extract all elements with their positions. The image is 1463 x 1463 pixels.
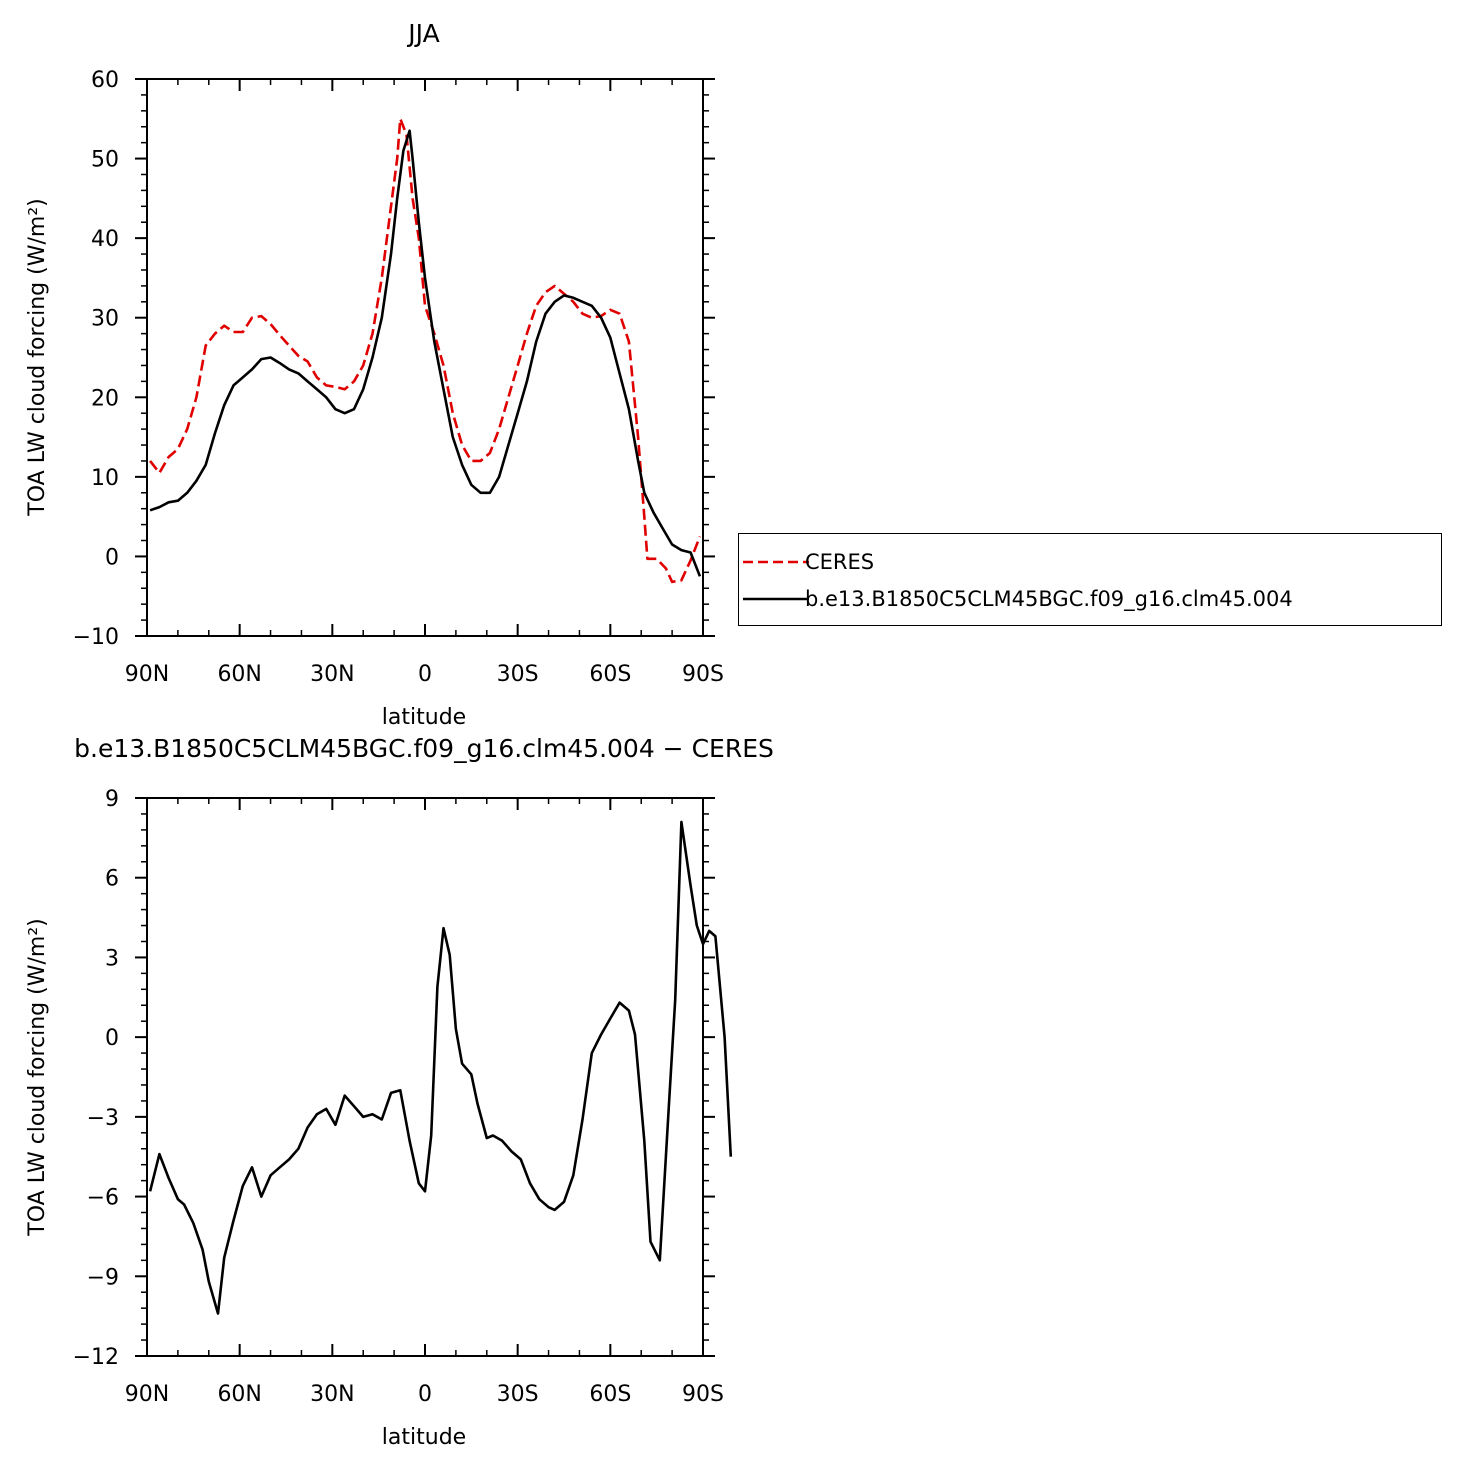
x-tick-label: 90S — [682, 662, 724, 687]
legend-label-ceres: CERES — [805, 550, 875, 574]
legend-item-ceres: CERES — [739, 547, 1441, 577]
x-tick-label: 30S — [497, 662, 539, 687]
bottom-chart-title: b.e13.B1850C5CLM45BGC.f09_g16.clm45.004 … — [74, 734, 774, 763]
bottom-axis-ticks: 90N 60N 30N 0 30S 60S 90S 9 6 3 0 −3 −6 −9 −12 — [73, 787, 724, 1407]
bottom-plot-series — [148, 820, 733, 1315]
y-tick-label: −12 — [73, 1345, 119, 1370]
y-tick-label: 0 — [105, 545, 119, 570]
series-line-model — [149, 129, 702, 577]
y-tick-label: 6 — [105, 867, 119, 892]
bottom-plot-frame — [146, 797, 704, 1357]
top-panel: JJA TOA LW cloud forcing (W/m²) latitude… — [25, 19, 724, 730]
y-tick-label: 50 — [91, 148, 119, 173]
x-tick-label: 0 — [418, 1382, 432, 1407]
top-x-axis-label: latitude — [382, 705, 466, 730]
x-tick-label: 90N — [125, 662, 169, 687]
x-tick-label: 60S — [589, 1382, 631, 1407]
bottom-x-axis-label: latitude — [382, 1425, 466, 1450]
y-tick-label: 9 — [105, 787, 119, 812]
x-tick-label: 0 — [418, 662, 432, 687]
y-tick-label: 20 — [91, 386, 119, 411]
series-line-ceres — [149, 117, 702, 584]
y-tick-label: −6 — [87, 1186, 119, 1211]
y-tick-label: 30 — [91, 307, 119, 332]
y-tick-label: 40 — [91, 227, 119, 252]
top-axis-ticks: 90N 60N 30N 0 30S 60S 90S 60 50 40 30 20 10 0 −10 — [73, 68, 724, 687]
legend-swatch-model — [743, 597, 809, 601]
x-tick-label: 30N — [310, 1382, 354, 1407]
x-tick-label: 30N — [310, 662, 354, 687]
y-tick-label: 0 — [105, 1026, 119, 1051]
x-tick-label: 30S — [497, 1382, 539, 1407]
y-tick-label: −10 — [73, 625, 119, 650]
y-tick-label: 3 — [105, 946, 119, 971]
x-tick-label: 90S — [682, 1382, 724, 1407]
y-tick-label: −3 — [87, 1106, 119, 1131]
legend-swatch-ceres — [743, 560, 809, 564]
top-chart-title: JJA — [406, 19, 439, 48]
x-tick-label: 90N — [125, 1382, 169, 1407]
bottom-y-axis-label: TOA LW cloud forcing (W/m²) — [25, 918, 50, 1236]
x-tick-label: 60S — [589, 662, 631, 687]
x-tick-label: 60N — [217, 1382, 261, 1407]
legend-label-model: b.e13.B1850C5CLM45BGC.f09_g16.clm45.004 — [805, 587, 1293, 611]
series-line-difference — [148, 820, 733, 1315]
y-tick-label: 10 — [91, 466, 119, 491]
bottom-panel: b.e13.B1850C5CLM45BGC.f09_g16.clm45.004 … — [25, 734, 774, 1450]
top-plot-series — [149, 117, 702, 584]
top-y-axis-label: TOA LW cloud forcing (W/m²) — [25, 198, 50, 516]
legend: CERES b.e13.B1850C5CLM45BGC.f09_g16.clm4… — [738, 533, 1442, 626]
y-tick-label: 60 — [91, 68, 119, 93]
legend-item-model: b.e13.B1850C5CLM45BGC.f09_g16.clm45.004 — [739, 584, 1441, 614]
top-plot-frame — [146, 78, 704, 637]
y-tick-label: −9 — [87, 1265, 119, 1290]
x-tick-label: 60N — [217, 662, 261, 687]
